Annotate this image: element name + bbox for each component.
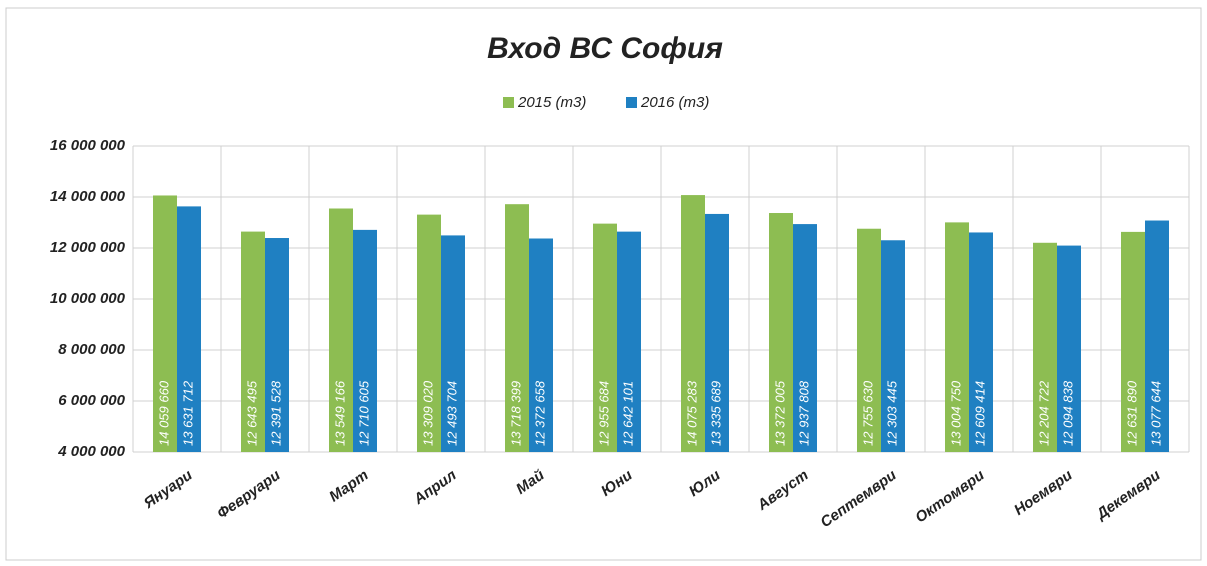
y-tick-label: 14 000 000 [50,188,126,205]
data-label: 14 075 283 [684,380,699,446]
y-tick-label: 16 000 000 [50,137,126,154]
bar [705,213,729,452]
data-label: 12 204 722 [1036,380,1051,446]
bar [177,206,201,452]
data-label: 12 094 838 [1060,380,1075,446]
bar [857,228,881,452]
data-label: 13 631 712 [180,380,195,446]
bar [241,231,265,452]
chart-title: Вход ВС София [487,32,723,65]
data-label: 12 631 890 [1124,380,1139,446]
legend-label: 2015 (m3) [517,94,586,111]
bar [153,195,177,452]
bar [881,240,905,452]
data-label: 13 335 689 [708,381,723,446]
data-label: 12 937 808 [796,380,811,446]
data-label: 13 077 644 [1148,381,1163,446]
bar [529,238,553,452]
bar [505,204,529,452]
y-tick-label: 10 000 000 [50,290,126,307]
data-label: 12 643 495 [244,380,259,446]
data-label: 13 372 005 [772,380,787,446]
bar [769,213,793,452]
bar [1145,220,1169,452]
bar [793,224,817,452]
data-label: 14 059 660 [156,380,171,446]
legend-swatch [503,97,514,108]
bar [945,222,969,452]
bar [1033,242,1057,452]
bar [681,195,705,453]
data-label: 12 642 101 [620,381,635,446]
data-label: 12 303 445 [884,380,899,446]
y-tick-label: 8 000 000 [58,341,125,358]
bar [265,238,289,452]
data-label: 13 718 399 [508,381,523,446]
bar [329,208,353,452]
legend-label: 2016 (m3) [640,94,709,111]
data-label: 12 710 605 [356,380,371,446]
bar [441,235,465,452]
bar [1121,231,1145,452]
bar [417,214,441,452]
data-label: 12 755 630 [860,380,875,446]
bar [593,223,617,452]
data-label: 12 372 658 [532,380,547,446]
bar [353,229,377,452]
y-tick-label: 6 000 000 [58,392,125,409]
y-tick-label: 4 000 000 [57,443,125,460]
bar [1057,245,1081,452]
data-label: 12 609 414 [972,381,987,446]
data-label: 12 955 684 [596,381,611,446]
data-label: 13 549 166 [332,380,347,446]
data-label: 12 391 528 [268,380,283,446]
data-label: 13 309 020 [420,380,435,446]
y-tick-label: 12 000 000 [50,239,126,256]
bar [969,232,993,452]
data-label: 13 004 750 [948,380,963,446]
bar [617,231,641,452]
data-label: 12 493 704 [444,381,459,446]
legend-swatch [626,97,637,108]
